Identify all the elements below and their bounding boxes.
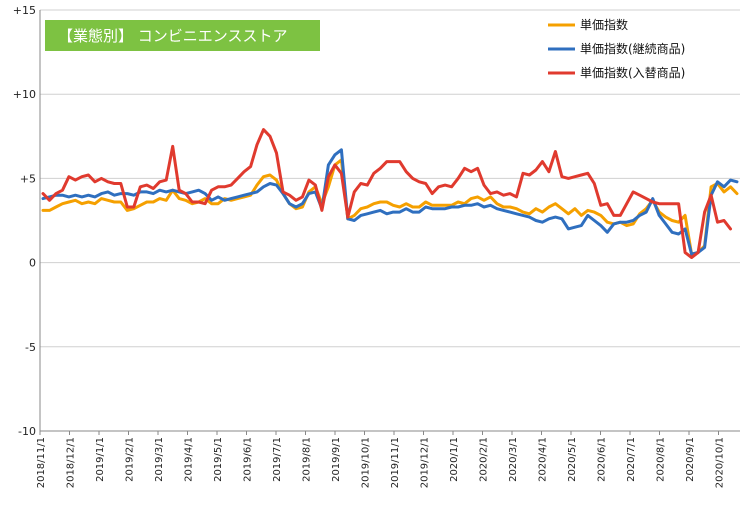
title-badge-text: 【業態別】 コンビニエンスストア (58, 27, 287, 45)
y-tick-label: 0 (29, 257, 36, 270)
series-line (41, 158, 739, 256)
x-tick-label: 2019/12/1 (420, 437, 431, 488)
x-tick-label: 2019/1/1 (95, 437, 106, 482)
y-tick-label: +5 (20, 172, 36, 185)
x-tick-label: 2019/5/1 (213, 437, 224, 482)
x-tick-label: 2019/4/1 (184, 437, 195, 482)
series-0 (41, 158, 739, 256)
x-tick-label: 2020/10/1 (715, 437, 726, 488)
legend-item: 単価指数(継続商品) (548, 41, 685, 56)
x-tick-label: 2020/5/1 (567, 437, 578, 482)
y-tick-label: +10 (13, 88, 36, 101)
y-axis-ticks: +15 +10 +5 0 -5 -10 (13, 4, 36, 438)
title-badge: 【業態別】 コンビニエンスストア (45, 20, 320, 51)
x-tick-label: 2020/1/1 (449, 437, 460, 482)
y-tick-label: +15 (13, 4, 36, 17)
legend-label: 単価指数(入替商品) (580, 65, 685, 80)
y-tick-label: -10 (18, 425, 36, 438)
x-tick-label: 2020/6/1 (597, 437, 608, 482)
grid-lines (40, 9, 740, 348)
x-tick-label: 2020/3/1 (508, 437, 519, 482)
x-tick-label: 2018/12/1 (66, 437, 77, 488)
series-1 (41, 148, 739, 256)
x-tick-label: 2019/6/1 (243, 437, 254, 482)
x-tick-label: 2019/7/1 (272, 437, 283, 482)
x-tick-label: 2020/4/1 (538, 437, 549, 482)
legend-label: 単価指数(継続商品) (580, 41, 685, 56)
x-tick-label: 2020/8/1 (656, 437, 667, 482)
series-2 (41, 128, 732, 259)
legend-item: 単価指数(入替商品) (548, 65, 685, 80)
x-tick-label: 2020/2/1 (479, 437, 490, 482)
title-badge-background (45, 20, 320, 51)
series-line (41, 148, 739, 256)
x-tick-label: 2019/3/1 (154, 437, 165, 482)
x-tick-label: 2019/11/1 (390, 437, 401, 488)
x-tick-label: 2019/2/1 (125, 437, 136, 482)
x-tick-label: 2020/9/1 (685, 437, 696, 482)
x-tick-label: 2019/8/1 (302, 437, 313, 482)
legend-item: 単価指数 (548, 17, 628, 32)
x-axis-ticks: 2018/11/1 2018/12/1 2019/1/1 2019/2/1 2019/3… (36, 431, 726, 488)
x-tick-label: 2019/9/1 (331, 437, 342, 482)
x-tick-label: 2020/7/1 (626, 437, 637, 482)
axes (39, 10, 740, 432)
series-line (41, 128, 732, 259)
y-tick-label: -5 (25, 341, 36, 354)
x-tick-label: 2019/10/1 (361, 437, 372, 488)
x-tick-label: 2018/11/1 (36, 437, 47, 488)
series-lines (41, 128, 739, 259)
legend-label: 単価指数 (580, 17, 628, 32)
